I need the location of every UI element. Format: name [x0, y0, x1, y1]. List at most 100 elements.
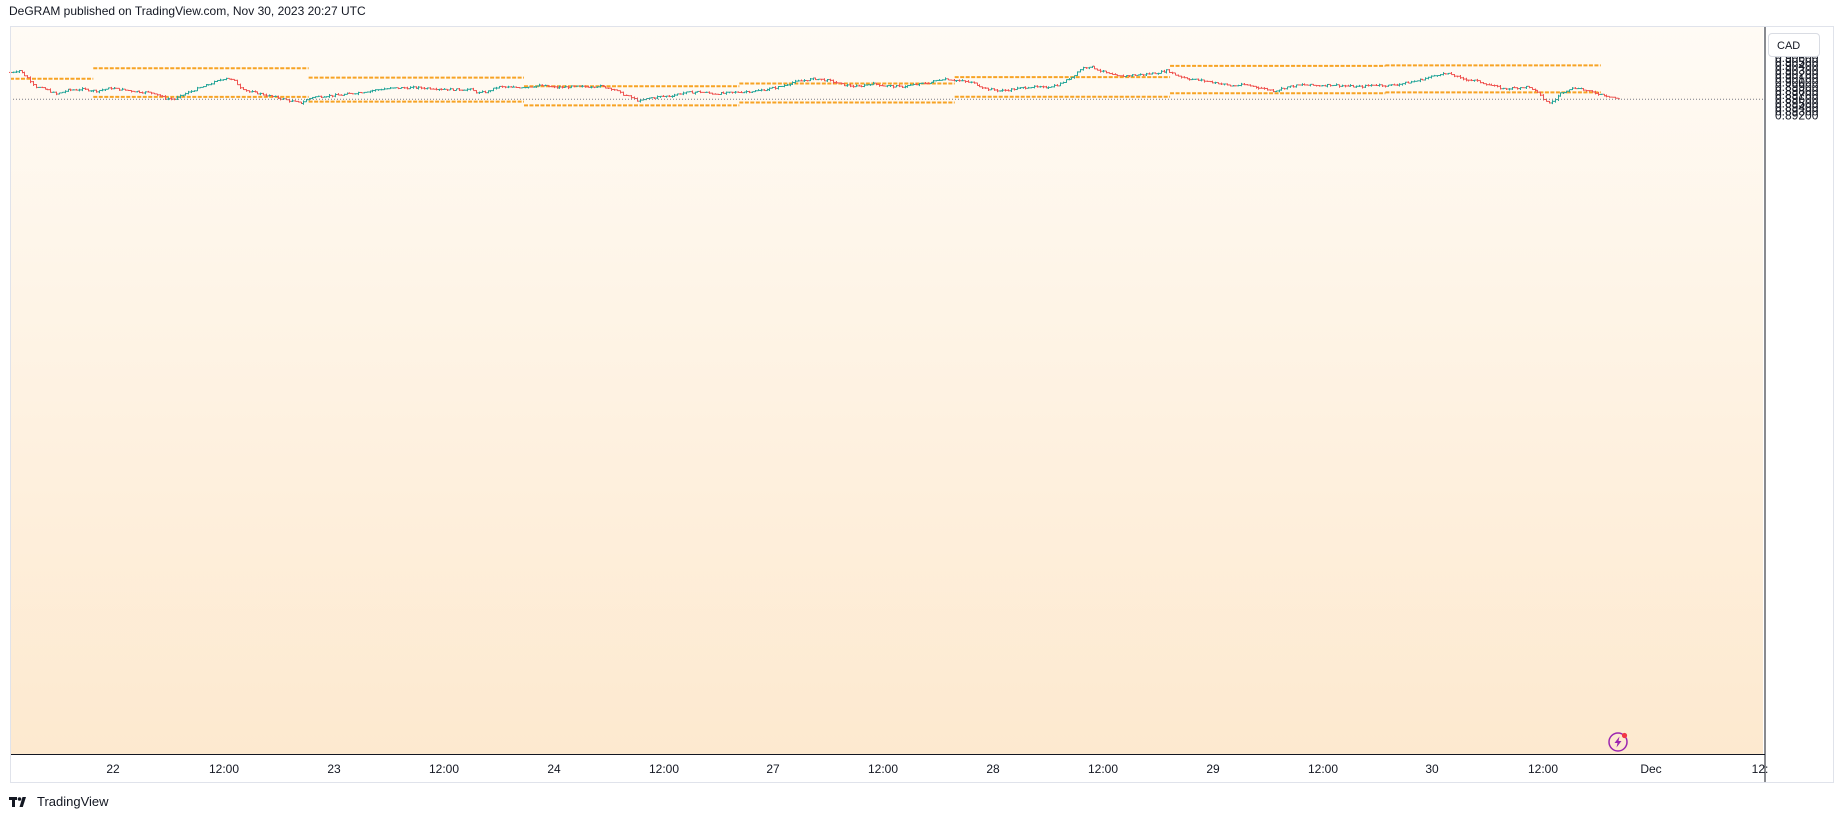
ohlc-bar [1562, 92, 1565, 94]
ohlc-bar [331, 94, 334, 98]
ohlc-bar [1453, 73, 1456, 78]
time-tick-label: 12:00 [1308, 762, 1338, 776]
time-axis[interactable]: 22 12:00 23 12:00 24 12:00 27 12:00 28 12:00 29 12:… [106, 762, 1768, 776]
ohlc-bar [691, 90, 694, 94]
ohlc-bar [1393, 83, 1396, 86]
ohlc-bar [909, 84, 912, 87]
ohlc-bar [1384, 85, 1387, 88]
ohlc-bar [883, 85, 886, 87]
ohlc-bar [193, 90, 196, 93]
ohlc-bar [1096, 68, 1099, 71]
ohlc-bar [472, 87, 475, 92]
ohlc-bar [1608, 95, 1611, 98]
ohlc-bar [512, 85, 515, 88]
ohlc-bar [1246, 83, 1249, 86]
ohlc-bar [593, 86, 596, 89]
ohlc-bar [1188, 78, 1191, 81]
ohlc-bar [993, 88, 996, 91]
time-tick-label: 12: [1752, 762, 1769, 776]
ohlc-bar [1439, 74, 1442, 77]
ohlc-bar [501, 85, 504, 88]
ohlc-bar [1128, 75, 1131, 78]
ohlc-bar [1585, 89, 1588, 92]
ohlc-bar [777, 85, 780, 90]
ohlc-bar [360, 91, 363, 94]
ohlc-bar [110, 86, 113, 90]
ohlc-bar [1482, 82, 1485, 85]
ohlc-bar [1007, 89, 1010, 92]
ohlc-bar [1036, 85, 1039, 88]
ohlc-bar [627, 94, 630, 97]
ohlc-bar [1252, 85, 1255, 88]
ohlc-bar [616, 89, 619, 92]
ohlc-bar [1033, 85, 1036, 89]
ohlc-bar [1151, 72, 1154, 75]
ohlc-bar [52, 91, 55, 93]
ohlc-bar [573, 85, 576, 88]
ohlc-bar [1260, 86, 1263, 89]
ohlc-bar [599, 84, 602, 88]
price-tick-label: 0.90000 [1775, 76, 1819, 90]
ohlc-bar [87, 88, 90, 92]
ohlc-bar [547, 84, 550, 88]
ohlc-bar [570, 85, 573, 89]
footer-brand[interactable]: TradingView [9, 794, 109, 809]
ohlc-bar [1108, 72, 1111, 75]
ohlc-bar [32, 81, 35, 86]
ohlc-bar [1131, 74, 1134, 77]
price-axis[interactable]: 0.906000.905000.904000.903000.902000.901… [1775, 51, 1819, 123]
ohlc-bar [153, 92, 156, 95]
ohlc-bar [1591, 90, 1594, 93]
currency-badge[interactable]: CAD [1768, 33, 1820, 57]
ohlc-bar [924, 82, 927, 85]
tradingview-logo-icon [9, 796, 26, 807]
plot-area[interactable] [10, 26, 1763, 754]
ohlc-bar [855, 84, 858, 88]
ohlc-bar [708, 91, 711, 94]
ohlc-bar [1349, 84, 1352, 87]
ohlc-bar [967, 80, 970, 83]
ohlc-bar [58, 92, 61, 95]
ohlc-bar [1082, 66, 1085, 71]
ohlc-bar [806, 79, 809, 82]
ohlc-bar [1280, 86, 1283, 91]
ohlc-bar [607, 87, 610, 90]
ohlc-bar [794, 79, 797, 84]
ohlc-bar [377, 89, 380, 91]
ohlc-bar [699, 90, 702, 94]
ohlc-bar [1157, 72, 1160, 75]
ohlc-bar [184, 92, 187, 96]
ohlc-bar [239, 83, 242, 89]
ohlc-bar [92, 89, 95, 93]
ohlc-bar [291, 99, 294, 102]
ohlc-bar [964, 80, 967, 83]
ohlc-bar [69, 88, 72, 92]
ohlc-bar [866, 84, 869, 86]
publisher-header: DeGRAM published on TradingView.com, Nov… [9, 4, 366, 18]
ohlc-bar [23, 71, 26, 77]
ohlc-bar [1145, 72, 1148, 76]
ohlc-bar [935, 79, 938, 82]
ohlc-bar [734, 91, 737, 94]
ohlc-bar [587, 85, 590, 88]
ohlc-bar [961, 79, 964, 82]
ohlc-bar [1047, 86, 1050, 90]
lightning-icon[interactable] [1608, 732, 1628, 752]
ohlc-bar [1407, 81, 1410, 84]
ohlc-bar [1070, 76, 1073, 80]
ohlc-bar [665, 95, 668, 98]
ohlc-bar [737, 91, 740, 93]
ohlc-bar [1214, 81, 1217, 85]
ohlc-bar [380, 88, 383, 91]
ohlc-bar [1473, 79, 1476, 82]
ohlc-bar [714, 93, 717, 95]
ohlc-bar [955, 79, 958, 83]
ohlc-bar [656, 95, 659, 100]
ohlc-bar [1462, 76, 1465, 81]
ohlc-bar [452, 88, 455, 91]
ohlc-bar [780, 85, 783, 88]
ohlc-bar [731, 91, 734, 94]
ohlc-bar [1490, 83, 1493, 86]
ohlc-bar [1312, 83, 1315, 86]
